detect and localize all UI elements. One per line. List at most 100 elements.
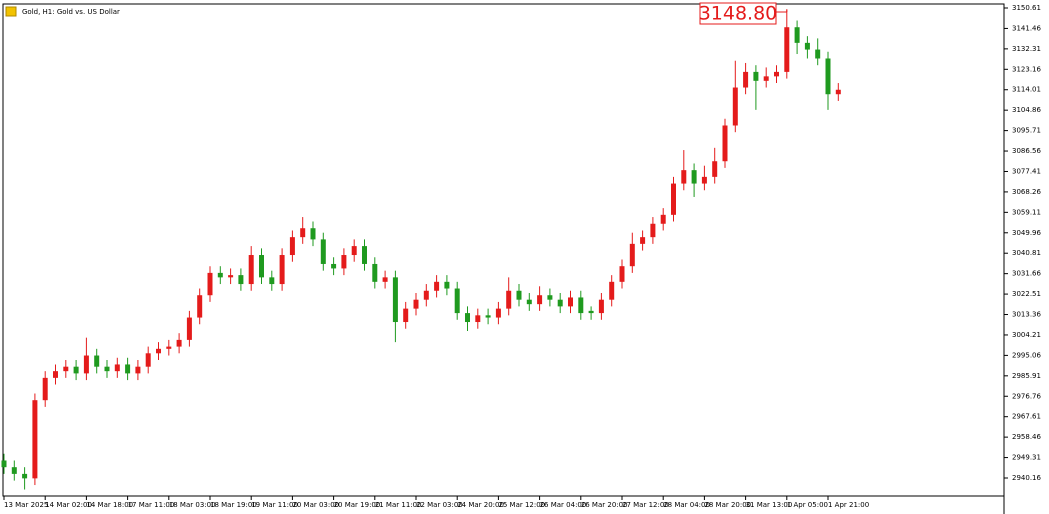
x-tick-label: 25 Mar 12:00: [498, 501, 545, 509]
candle-body: [547, 295, 553, 300]
candle-body: [629, 243, 635, 267]
y-tick-label: 3013.36: [1012, 311, 1041, 319]
candle-body: [835, 89, 841, 95]
y-tick-label: 2976.76: [1012, 392, 1041, 400]
candle-body: [691, 170, 697, 184]
x-tick-label: 20 Mar 03:00: [292, 501, 339, 509]
candle-body: [300, 228, 306, 238]
y-tick-label: 3086.56: [1012, 147, 1041, 155]
candle-body: [289, 237, 295, 256]
plot-frame: [2, 3, 1005, 497]
x-tick-label: 13 Mar 2025: [4, 501, 48, 509]
candle-body: [382, 277, 388, 282]
x-tick-label: 14 Mar 18:00: [86, 501, 133, 509]
x-tick-label: 28 Mar 20:00: [704, 501, 751, 509]
x-tick-label: 18 Mar 03:00: [169, 501, 216, 509]
candle-body: [774, 71, 779, 77]
candle-body: [53, 371, 58, 378]
x-tick-label: 1 Apr 21:00: [828, 501, 869, 509]
candle-body: [598, 299, 604, 314]
y-tick-label: 3004.21: [1012, 331, 1041, 339]
candle-body: [238, 275, 244, 285]
candle-body: [207, 272, 213, 296]
candle-body: [743, 71, 749, 88]
candle-body: [712, 161, 718, 177]
candle-body: [804, 42, 810, 50]
x-tick-label: 24 Mar 20:00: [457, 501, 504, 509]
price-label: 3148.80: [699, 3, 778, 25]
candle-body: [753, 71, 759, 81]
candle-body: [279, 255, 285, 285]
candle-body: [22, 473, 28, 479]
candle-body: [217, 272, 223, 278]
y-tick-label: 2995.06: [1012, 351, 1041, 359]
candle-body: [372, 263, 378, 282]
x-tick-label: 1 Apr 05:00: [787, 501, 828, 509]
x-tick-label: 20 Mar 19:00: [334, 501, 381, 509]
candle-body: [640, 237, 646, 244]
x-tick-label: 21 Mar 11:00: [375, 501, 422, 509]
y-tick-label: 3123.16: [1012, 65, 1041, 73]
candle-body: [506, 290, 512, 309]
candle-body: [331, 263, 337, 269]
candle-body: [63, 366, 69, 372]
candle-body: [166, 346, 172, 349]
y-tick-label: 3049.96: [1012, 229, 1041, 237]
candle-body: [104, 366, 110, 372]
candle-body: [434, 281, 440, 291]
candle-body: [681, 170, 687, 184]
symbol-icon: [5, 6, 17, 17]
candle-body: [526, 299, 532, 305]
y-tick-label: 3068.26: [1012, 188, 1041, 196]
x-tick-label: 18 Mar 19:00: [210, 501, 257, 509]
candle-body: [516, 290, 522, 300]
candle-body: [248, 255, 254, 285]
y-tick-label: 3095.71: [1012, 127, 1041, 135]
candle-body: [1, 460, 7, 468]
candle-body: [475, 315, 481, 323]
y-tick-label: 3022.51: [1012, 290, 1041, 298]
y-tick-label: 3104.86: [1012, 106, 1041, 114]
candle-body: [454, 288, 460, 314]
candle-body: [609, 281, 615, 300]
candle-body: [145, 353, 151, 367]
candle-body: [341, 255, 347, 269]
y-tick-label: 3150.61: [1012, 4, 1041, 12]
y-tick-label: 2949.31: [1012, 454, 1041, 462]
candle-body: [784, 27, 790, 72]
candle-body: [83, 355, 89, 374]
candle-body: [73, 366, 79, 374]
x-tick-label: 26 Mar 04:00: [540, 501, 587, 509]
x-tick-label: 28 Mar 04:00: [663, 501, 710, 509]
candle-body: [588, 310, 594, 314]
candle-body: [320, 239, 326, 264]
candle-body: [351, 246, 357, 256]
y-tick-label: 2958.46: [1012, 433, 1041, 441]
candle-body: [578, 297, 584, 314]
candle-body: [362, 246, 367, 264]
candle-body: [186, 317, 192, 340]
y-tick-label: 3077.41: [1012, 167, 1041, 175]
candle-body: [392, 277, 398, 323]
y-tick-label: 3059.11: [1012, 208, 1041, 216]
y-tick-label: 2985.91: [1012, 372, 1041, 380]
candle-body: [722, 125, 728, 162]
candle-body: [156, 348, 161, 354]
candle-body: [495, 308, 501, 318]
candle-body: [557, 299, 563, 307]
x-tick-label: 19 Mar 11:00: [251, 501, 298, 509]
y-tick-label: 3114.01: [1012, 86, 1041, 94]
candle-body: [413, 299, 419, 309]
x-tick-label: 14 Mar 02:00: [45, 501, 92, 509]
candle-body: [135, 366, 141, 374]
price-label-box: [699, 2, 777, 25]
candle-body: [444, 281, 450, 289]
y-tick-label: 3031.66: [1012, 270, 1041, 278]
candle-body: [537, 295, 543, 305]
candle-body: [310, 228, 316, 240]
candle-body: [176, 339, 182, 347]
x-tick-label: 31 Mar 13:00: [746, 501, 793, 509]
x-tick-label: 22 Mar 03:00: [416, 501, 463, 509]
candle-body: [671, 183, 676, 215]
